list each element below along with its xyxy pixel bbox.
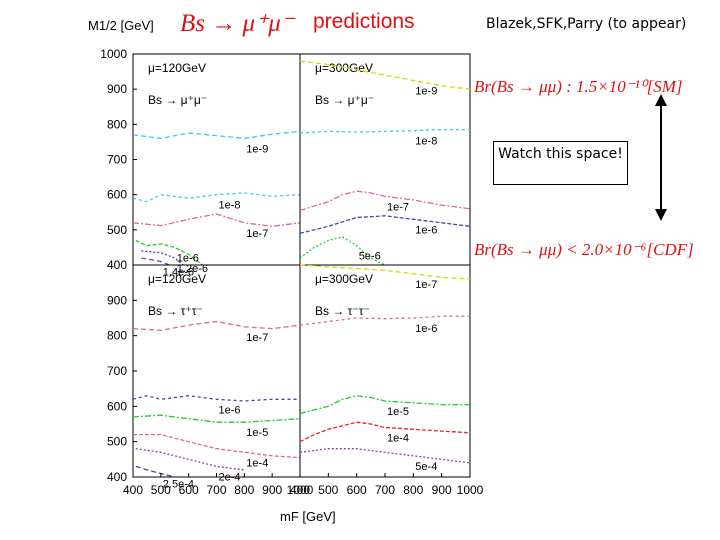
x-tick-label: 600 [179, 483, 199, 497]
process-label: Bs → τ⁺τ⁻ [148, 304, 203, 318]
x-tick-label: 600 [347, 483, 367, 497]
contour-1.2e-6 [141, 250, 184, 266]
x-tick-label: 900 [432, 483, 452, 497]
contour-label: 1e-5 [246, 427, 268, 439]
panel-top-left: μ=120GeV Bs → μ⁺μ⁻ 1e-9 1e-8 1e-7 1e-61.2e-61… [132, 53, 301, 279]
y-axis-title: M1/2 [GeV] [88, 18, 154, 33]
x-tick-label: 400 [123, 483, 143, 497]
contour-label: 1e-7 [246, 228, 268, 240]
contour-1e-6 [299, 315, 470, 326]
contour-label: 1e-7 [415, 279, 437, 291]
contour-1e-5 [299, 395, 470, 415]
sm-formula: Br(Bs → μμ) : 1.5×10⁻¹⁰[SM] [474, 77, 683, 96]
ticks-layer: 4005006007008009001000400500600700800900… [100, 47, 483, 497]
cdf-formula: Br(Bs → μμ) < 2.0×10⁻⁶[CDF] [474, 240, 694, 259]
mu-label: μ=120GeV [148, 61, 206, 75]
contour-label: 1e-6 [219, 404, 241, 416]
x-tick-label: 500 [151, 483, 171, 497]
contour-label: 1.2e-6 [177, 263, 208, 275]
y-tick-label: 500 [107, 223, 127, 237]
contour-label: 1e-6 [415, 224, 437, 236]
contour-label: 2e-4 [219, 471, 241, 483]
y-tick-label: 800 [107, 329, 127, 343]
contour-label: 1.4e-6 [163, 267, 194, 279]
x-tick-label: 900 [262, 483, 282, 497]
process-label: Bs → τ⁻τ⁻ [315, 304, 370, 318]
process-label: Bs → μ⁺μ⁻ [148, 93, 207, 107]
x-tick-label: 800 [234, 483, 254, 497]
x-tick-label: 1000 [287, 483, 314, 497]
y-tick-label: 700 [107, 364, 127, 378]
y-tick-label: 600 [107, 188, 127, 202]
callout-text: Watch this space! [498, 146, 623, 162]
contour-1e-7 [132, 213, 301, 227]
contour-1e-4 [133, 433, 301, 459]
contour-5e-6 [299, 236, 386, 266]
panel-frame [132, 264, 301, 478]
y-tick-label: 400 [107, 470, 127, 484]
mu-label: μ=120GeV [148, 272, 206, 286]
contour-1e-5 [132, 414, 301, 423]
contour-label: 1e-7 [387, 201, 409, 213]
y-tick-label: 1000 [100, 47, 127, 61]
x-tick-label: 1000 [457, 483, 484, 497]
contour-1e-8 [132, 192, 301, 203]
contour-1e-4 [299, 421, 471, 443]
panel-bottom-right: μ=300GeV Bs → τ⁻τ⁻ 1e-7 1e-6 1e-5 1e-4 5e-4 [299, 264, 471, 478]
contour-label: 1e-9 [415, 85, 437, 97]
x-tick-label: 700 [206, 483, 226, 497]
contour-2.5e-4 [135, 465, 175, 478]
contour-2e-4 [135, 448, 245, 471]
mu-label: μ=300GeV [315, 272, 373, 286]
contour-label: 1e-9 [246, 143, 268, 155]
contour-label: 1e-5 [387, 406, 409, 418]
x-tick-label: 700 [375, 483, 395, 497]
panel-frame [132, 53, 301, 266]
y-tick-label: 900 [107, 82, 127, 96]
contour-label: 1e-8 [219, 200, 241, 212]
contour-5e-4 [299, 448, 471, 464]
title-formula: Bs → μ⁺μ⁻ [180, 10, 294, 37]
title-word: predictions [313, 10, 415, 33]
y-tick-label: 500 [107, 435, 127, 449]
contour-label: 1e-6 [415, 323, 437, 335]
contour-1e-7 [299, 190, 471, 212]
y-tick-label: 800 [107, 117, 127, 131]
x-tick-label: 500 [318, 483, 338, 497]
callout-box: Watch this space! [493, 141, 628, 185]
contour-1e-8 [299, 128, 470, 134]
y-tick-label: 900 [107, 293, 127, 307]
contour-1e-7 [299, 264, 471, 280]
contour-label: 1e-8 [415, 136, 437, 148]
x-tick-label: 800 [403, 483, 423, 497]
y-tick-label: 600 [107, 399, 127, 413]
y-tick-label: 700 [107, 153, 127, 167]
contour-1e-6 [299, 215, 471, 234]
contour-1e-6 [132, 395, 300, 402]
contour-label: 2.5e-4 [163, 479, 194, 491]
contour-label: 1e-4 [387, 433, 409, 445]
contour-label: 1e-7 [246, 332, 268, 344]
contour-label: 1e-4 [246, 457, 268, 469]
panel-frame [299, 264, 471, 478]
panel-bottom-left: μ=120GeV Bs → τ⁺τ⁻ 1e-7 1e-6 1e-5 1e-4 2e-4 2.5… [132, 264, 301, 491]
contour-label: 5e-6 [359, 251, 381, 263]
contour-1e-6 [135, 239, 203, 266]
x-tick-label: 400 [290, 483, 310, 497]
contour-label: 5e-4 [415, 461, 437, 473]
contour-1e-9 [299, 60, 471, 90]
contour-1e-9 [132, 130, 301, 140]
contour-label: 1e-6 [177, 252, 199, 264]
contour-1e-7 [132, 320, 301, 332]
contour-1.4e-6 [141, 257, 170, 266]
citation: Blazek,SFK,Parry (to appear) [486, 16, 687, 32]
process-label: Bs → μ⁺μ⁻ [315, 93, 374, 107]
y-tick-label: 400 [107, 258, 127, 272]
x-axis-title: mF [GeV] [280, 509, 336, 524]
